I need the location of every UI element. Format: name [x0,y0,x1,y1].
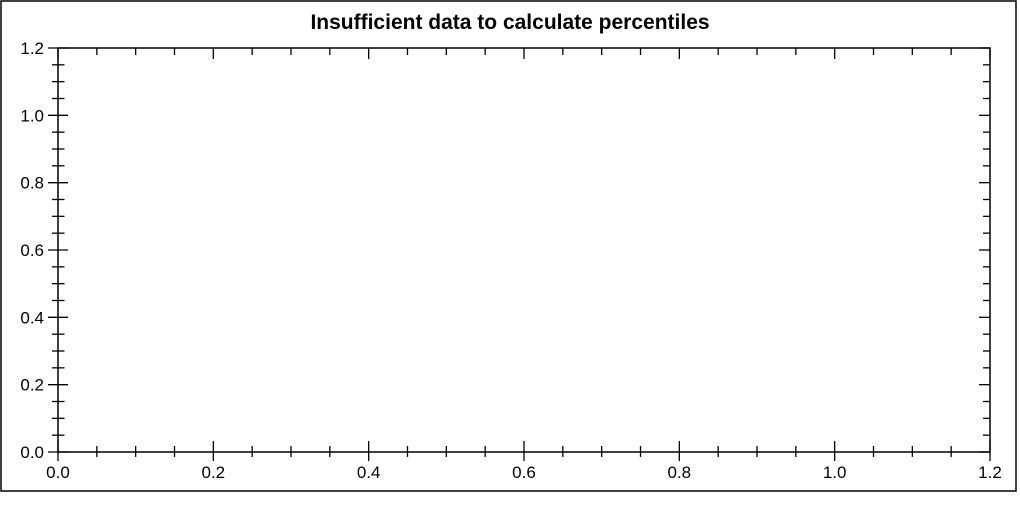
chart-title: Insufficient data to calculate percentil… [310,11,709,34]
x-axis-tick-label: 1.2 [978,463,1002,482]
y-axis-tick-label: 0.6 [20,241,44,260]
y-axis-tick-label: 1.0 [20,106,44,125]
y-axis-tick-label: 0.0 [20,443,44,462]
x-axis-tick-label: 0.0 [46,463,70,482]
y-axis-tick-labels: 0.0 0.2 0.4 0.6 0.8 1.0 1.2 [20,39,44,462]
axis-ticks [48,47,991,461]
x-axis-tick-labels: 0.0 0.2 0.4 0.6 0.8 1.0 1.2 [46,463,1002,482]
y-axis-tick-label: 0.4 [20,308,44,327]
y-axis-tick-label: 0.2 [20,376,44,395]
x-axis-tick-label: 1.0 [823,463,847,482]
y-axis-tick-label: 0.8 [20,174,44,193]
y-axis-tick-label: 1.2 [20,39,44,58]
x-axis-tick-label: 0.4 [357,463,381,482]
x-axis-tick-label: 0.2 [202,463,226,482]
x-axis-tick-label: 0.6 [512,463,536,482]
x-axis-tick-label: 0.8 [668,463,692,482]
window-border [0,0,1017,492]
